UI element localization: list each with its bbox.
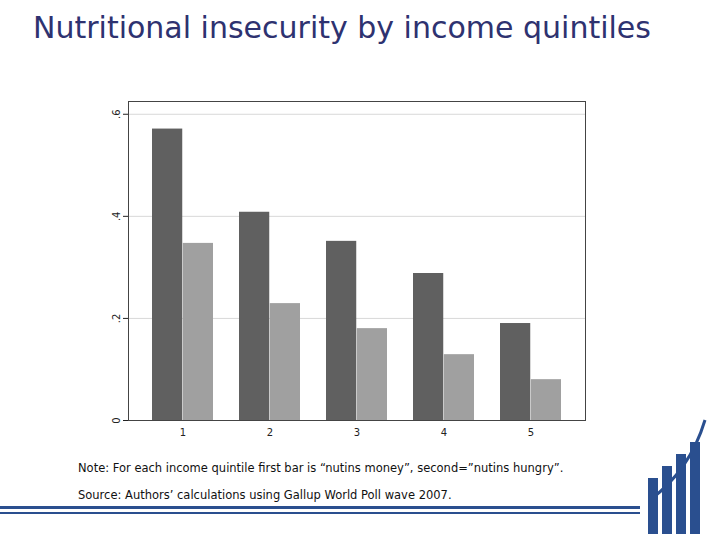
html-text:Source: Authors’ calculations: Source: Authors’ calculations using Gall…: [78, 488, 452, 502]
svg-text:.6: .6: [111, 109, 122, 119]
svg-text:0: 0: [111, 417, 122, 423]
svg-text:1: 1: [180, 427, 186, 438]
svg-text:.2: .2: [111, 314, 122, 324]
svg-text:5: 5: [528, 427, 534, 438]
html-text:Note: For each income quintile: Note: For each income quintile first bar…: [78, 461, 564, 475]
svg-text:.4: .4: [111, 212, 122, 222]
svg-text:3: 3: [354, 427, 360, 438]
html-text:Nutritional insecurity by inco: Nutritional insecurity by income quintil…: [33, 10, 651, 45]
svg-text:2: 2: [267, 427, 273, 438]
svg-text:4: 4: [441, 427, 447, 438]
